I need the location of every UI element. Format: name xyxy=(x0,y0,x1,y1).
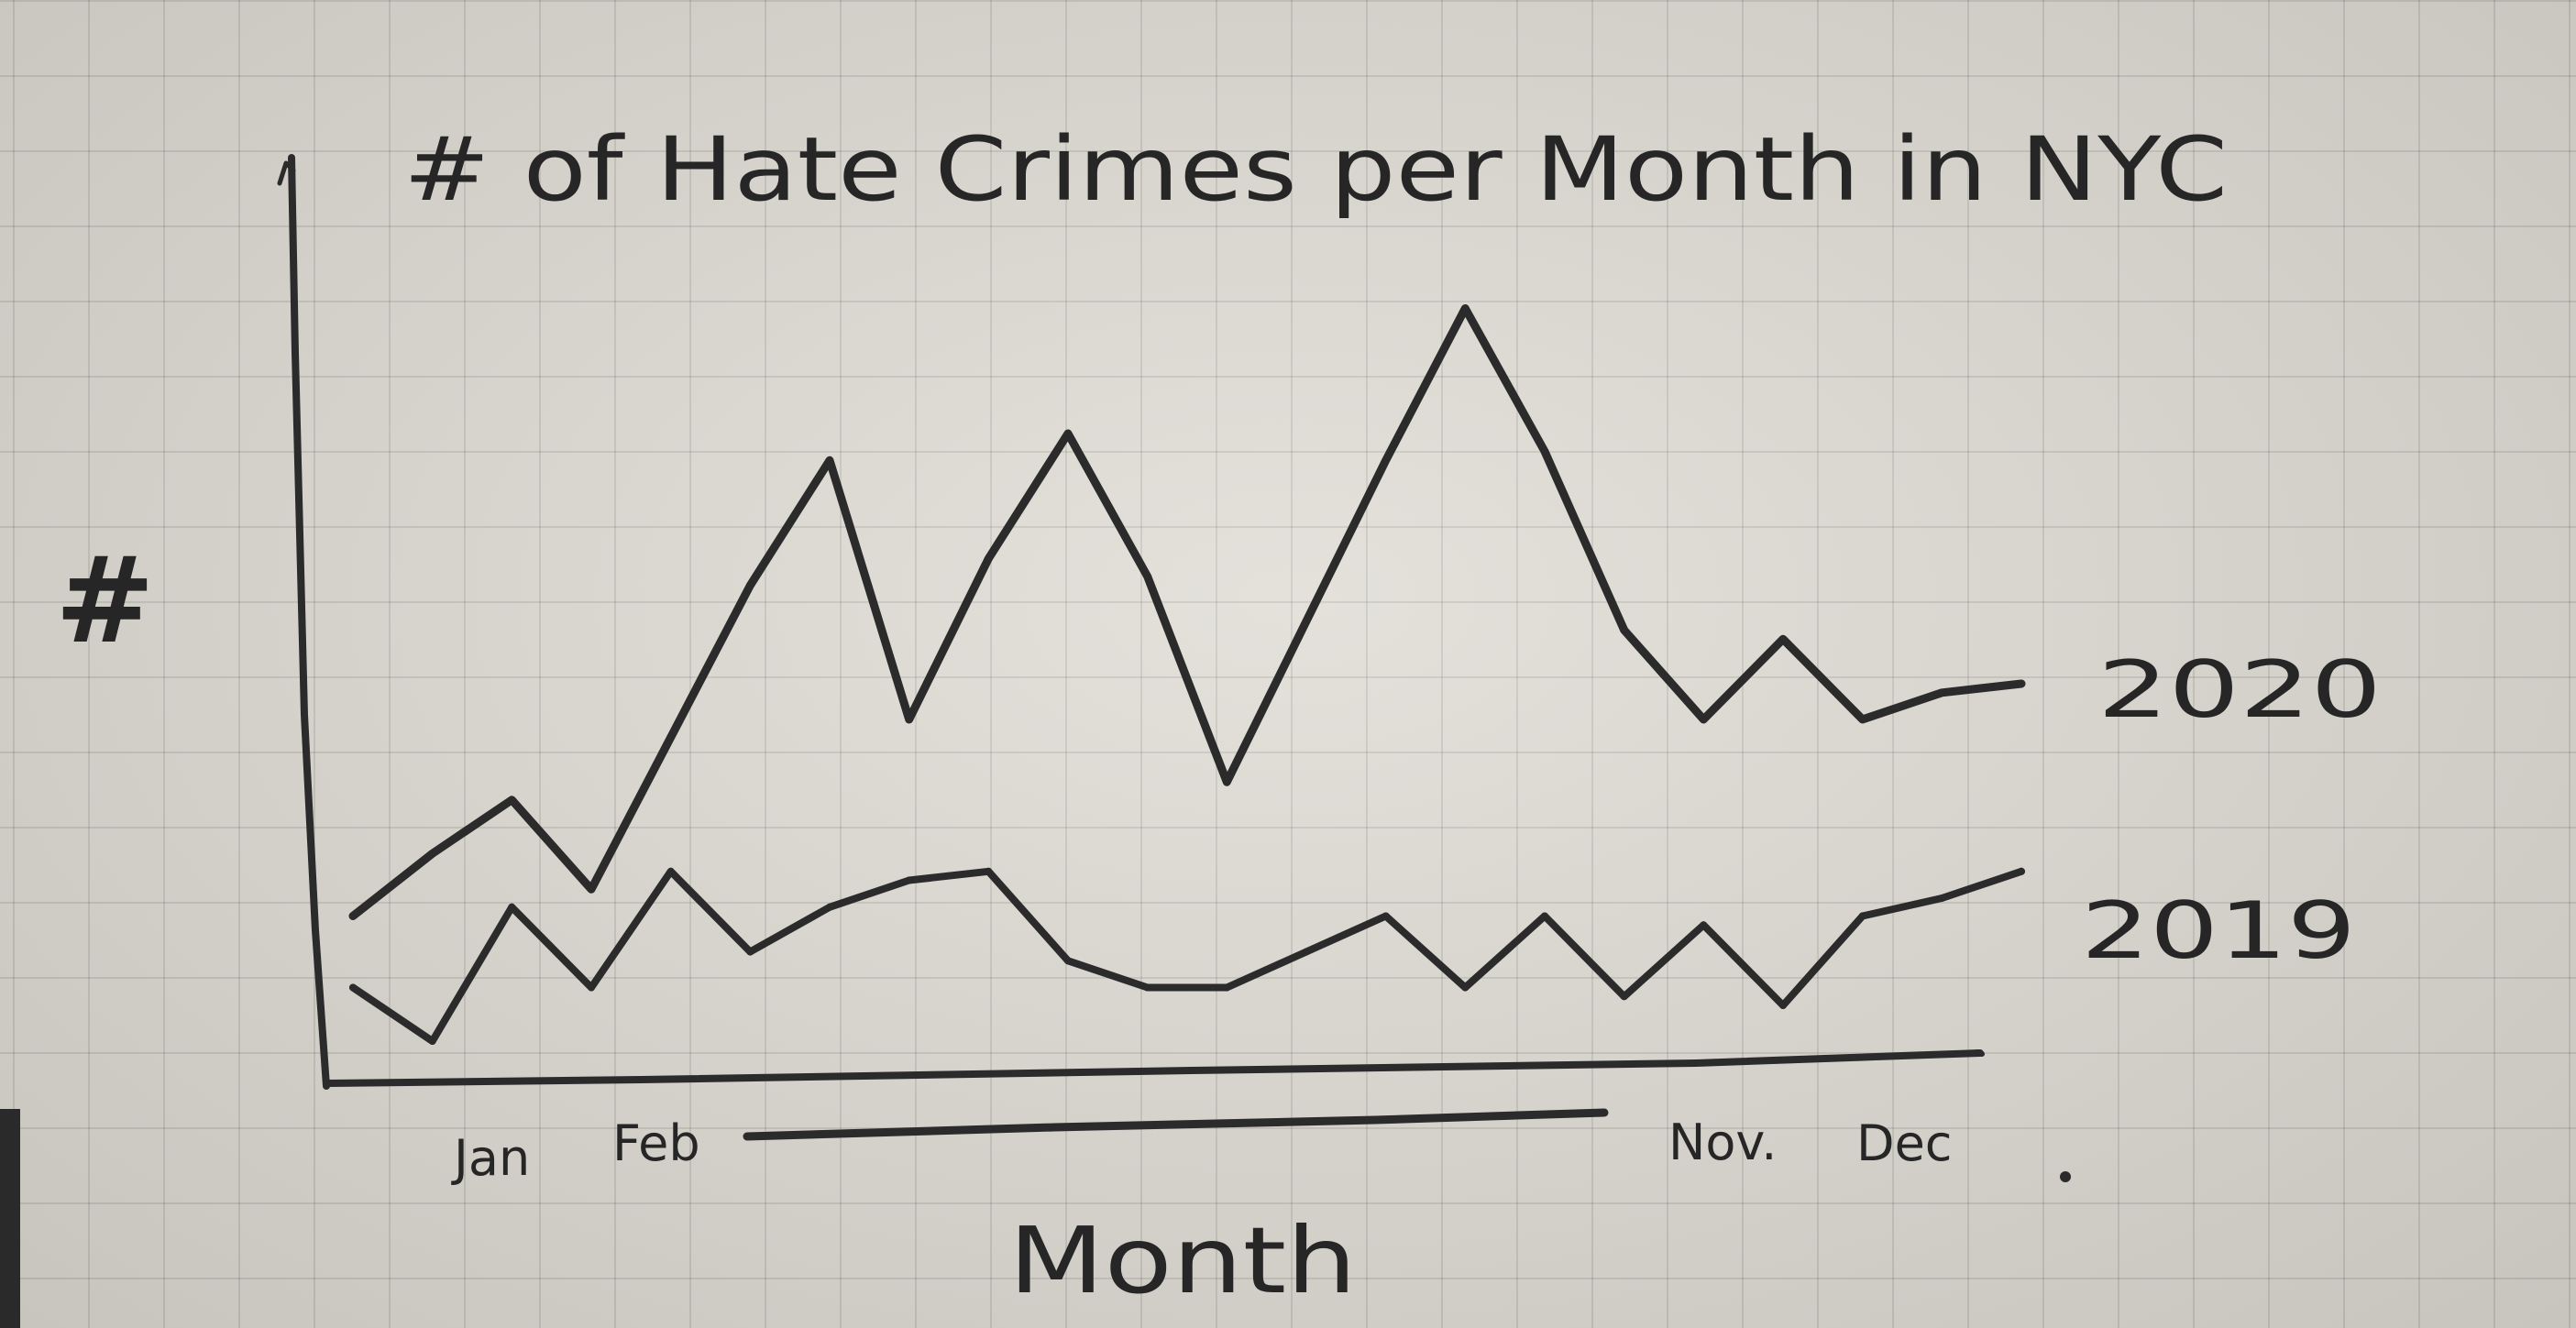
data-point-2020-18 xyxy=(1779,635,1787,643)
data-point-2019-18 xyxy=(1779,1002,1787,1009)
data-point-2020-16 xyxy=(1620,626,1628,634)
data-point-2020-7 xyxy=(905,716,913,723)
series-line-2019 xyxy=(349,867,2025,1045)
data-point-2019-20 xyxy=(1938,894,1946,902)
x-axis xyxy=(325,1049,1984,1087)
series-label-2020: 2020 xyxy=(2097,644,2382,736)
data-point-2019-17 xyxy=(1700,921,1708,929)
ink-dot xyxy=(2060,1171,2071,1182)
data-point-2020-14 xyxy=(1461,304,1470,313)
series-line-2020 xyxy=(348,304,2026,920)
data-point-2020-0 xyxy=(349,912,357,920)
data-point-2020-3 xyxy=(588,885,595,894)
data-point-2020-5 xyxy=(746,581,754,589)
data-point-2019-2 xyxy=(508,903,516,911)
data-point-2020-19 xyxy=(1858,716,1866,723)
x-axis-label: Month xyxy=(1008,1207,1357,1314)
data-point-2019-5 xyxy=(746,948,754,956)
data-point-2019-8 xyxy=(985,867,993,875)
x-tick-label-nov: Nov. xyxy=(1668,1114,1777,1171)
data-point-2020-9 xyxy=(1064,430,1072,437)
data-point-2019-19 xyxy=(1858,912,1866,920)
data-point-2019-21 xyxy=(2018,867,2025,875)
data-point-2019-12 xyxy=(1303,948,1310,956)
y-axis xyxy=(288,154,330,1090)
chart-title: # of Hate Crimes per Month in NYC xyxy=(403,118,2228,221)
data-points xyxy=(349,304,2025,1045)
data-point-2020-21 xyxy=(2018,680,2025,687)
data-point-2020-6 xyxy=(826,456,833,465)
data-point-2019-15 xyxy=(1541,912,1548,920)
data-point-2020-2 xyxy=(508,796,516,804)
data-point-2019-7 xyxy=(905,876,913,884)
data-point-2020-10 xyxy=(1143,573,1151,580)
x-tick-label-jan: Jan xyxy=(451,1129,530,1187)
series-label-2019: 2019 xyxy=(2081,885,2356,977)
data-point-2019-10 xyxy=(1143,983,1151,992)
data-point-2020-20 xyxy=(1938,688,1946,697)
x-axis-arrow-tick xyxy=(1974,1049,1985,1057)
data-point-2019-16 xyxy=(1620,993,1628,1001)
data-point-2019-11 xyxy=(1223,983,1231,992)
data-point-2019-13 xyxy=(1382,912,1390,920)
data-point-2020-11 xyxy=(1223,778,1231,786)
data-point-2019-0 xyxy=(349,983,357,992)
data-point-2019-14 xyxy=(1461,983,1470,992)
data-point-2020-1 xyxy=(428,850,436,858)
data-point-2020-15 xyxy=(1541,447,1548,455)
data-point-2019-4 xyxy=(666,867,675,875)
y-axis-label: # xyxy=(55,531,155,670)
data-point-2020-13 xyxy=(1382,456,1390,465)
data-point-2020-12 xyxy=(1303,617,1310,625)
data-point-2019-3 xyxy=(588,983,595,992)
data-point-2019-9 xyxy=(1064,957,1072,965)
x-tick-label-dec: Dec xyxy=(1856,1114,1953,1172)
data-point-2020-4 xyxy=(666,733,675,741)
data-point-2020-17 xyxy=(1700,716,1708,723)
y-axis-arrow-tick xyxy=(277,160,296,186)
x-tick-label-feb: Feb xyxy=(612,1114,700,1172)
x-tick-range-line xyxy=(743,1108,1609,1141)
data-point-2019-6 xyxy=(826,903,833,911)
data-point-2020-8 xyxy=(985,554,993,563)
data-point-2019-1 xyxy=(428,1037,436,1045)
paper-edge xyxy=(0,1109,20,1328)
